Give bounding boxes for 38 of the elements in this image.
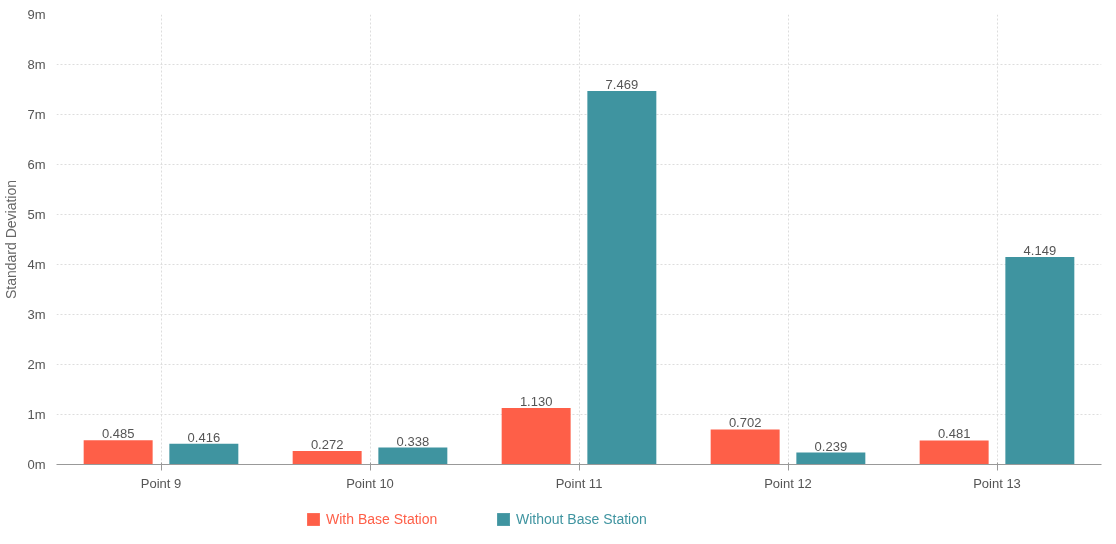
data-label: 0.485 xyxy=(101,426,135,442)
bar xyxy=(83,440,153,465)
y-axis-title: Standard Deviation xyxy=(3,179,20,300)
data-label: 7.469 xyxy=(605,77,639,93)
data-label: 0.416 xyxy=(187,429,221,445)
x-tick-label: Point 9 xyxy=(140,475,182,491)
bar xyxy=(587,91,657,465)
legend-label: With Base Station xyxy=(326,511,438,527)
x-tick-label: Point 11 xyxy=(555,475,603,491)
bar xyxy=(292,450,362,465)
data-label: 0.239 xyxy=(814,438,848,454)
bar xyxy=(796,452,866,465)
data-label: 4.149 xyxy=(1023,243,1057,259)
legend-label: Without Base Station xyxy=(516,511,647,527)
x-tick-label: Point 13 xyxy=(973,475,1021,491)
bar xyxy=(1005,257,1075,465)
bar xyxy=(378,447,448,465)
y-tick-label: 5m xyxy=(27,207,46,222)
y-tick-label: 4m xyxy=(27,257,46,272)
y-tick-label: 1m xyxy=(27,407,46,422)
x-tick-label: Point 12 xyxy=(764,475,812,491)
y-tick-label: 8m xyxy=(27,57,46,72)
y-tick-label: 2m xyxy=(27,357,46,372)
x-tick-label: Point 10 xyxy=(346,475,394,491)
bar xyxy=(169,443,239,465)
bar xyxy=(710,429,780,465)
y-tick-label: 6m xyxy=(27,157,46,172)
data-label: 0.481 xyxy=(937,426,971,442)
bar xyxy=(501,408,571,465)
data-label: 1.130 xyxy=(519,394,553,409)
y-tick-label: 7m xyxy=(27,107,46,122)
bar xyxy=(919,440,989,465)
data-label: 0.702 xyxy=(728,415,762,431)
y-tick-label: 0m xyxy=(27,457,46,472)
y-tick-label: 9m xyxy=(27,7,46,22)
y-tick-label: 3m xyxy=(27,307,46,322)
data-label: 0.272 xyxy=(310,436,344,452)
data-label: 0.338 xyxy=(396,433,430,449)
